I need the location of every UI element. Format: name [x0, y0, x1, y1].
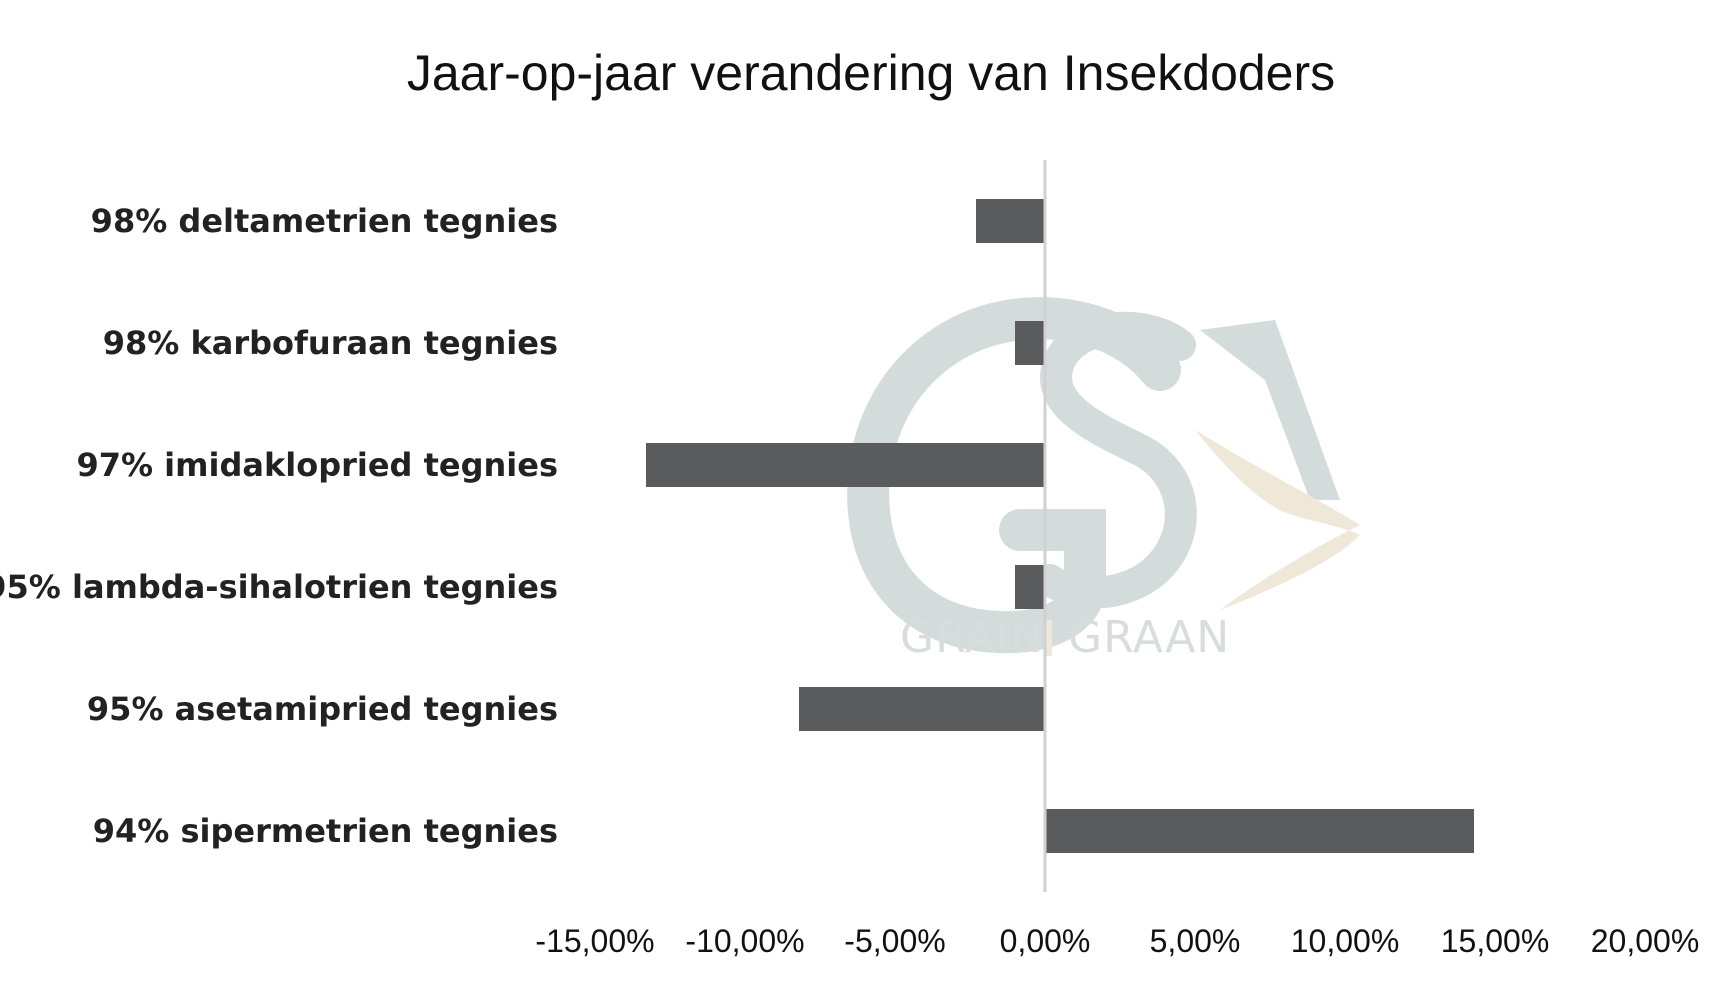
category-label-4: 95% lambda-sihalotrien tegnies [0, 568, 558, 606]
bar-5 [799, 687, 1045, 731]
bar-1 [976, 199, 1045, 243]
watermark-text-graan: GRAAN [1068, 612, 1230, 663]
watermark-divider [1046, 620, 1052, 656]
bar-4 [1015, 565, 1045, 609]
watermark-text-grain: GRAIN [900, 612, 1044, 663]
bar-6 [1045, 809, 1474, 853]
bars-group [646, 199, 1474, 853]
category-label-2: 98% karbofuraan tegnies [103, 324, 558, 362]
bar-2 [1015, 321, 1045, 365]
category-label-6: 94% sipermetrien tegnies [93, 812, 558, 850]
x-tick-label-8: 20,00% [1591, 923, 1700, 959]
watermark-letter-s [1034, 311, 1197, 609]
x-tick-label-1: -15,00% [535, 923, 654, 959]
x-tick-label-2: -10,00% [685, 923, 804, 959]
x-tick-label-7: 15,00% [1441, 923, 1550, 959]
x-tick-labels: -15,00% -10,00% -5,00% 0,00% 5,00% 10,00% 15,0… [535, 923, 1699, 959]
category-label-1: 98% deltametrien tegnies [91, 202, 558, 240]
bar-3 [646, 443, 1045, 487]
x-tick-label-6: 10,00% [1291, 923, 1400, 959]
category-label-3: 97% imidaklopried tegnies [76, 446, 558, 484]
category-label-5: 95% asetamipried tegnies [87, 690, 558, 728]
watermark-swoosh [1195, 430, 1360, 610]
chart-title: Jaar-op-jaar verandering van Insekdoders [407, 45, 1335, 101]
x-tick-label-5: 5,00% [1150, 923, 1241, 959]
watermark-letter-a [1200, 320, 1340, 500]
gsa-watermark-logo: GRAIN GRAAN [847, 297, 1360, 663]
x-tick-label-3: -5,00% [844, 923, 945, 959]
x-tick-label-4: 0,00% [1000, 923, 1091, 959]
category-labels: 98% deltametrien tegnies 98% karbofuraan … [0, 202, 558, 850]
watermark-letter-g [847, 297, 1181, 654]
